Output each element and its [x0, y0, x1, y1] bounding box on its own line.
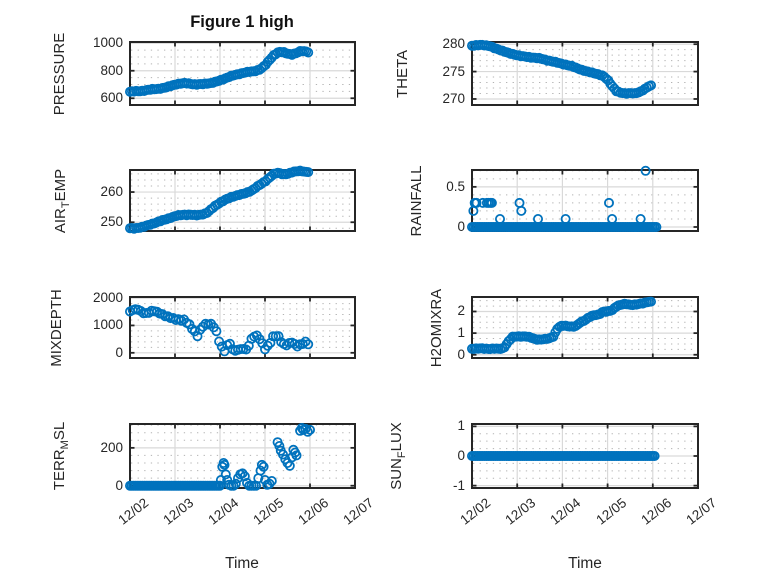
major-grid-mixdepth [130, 297, 355, 358]
figure-title: Figure 1 high [190, 13, 294, 31]
minor-grid-air-temp [131, 173, 354, 229]
y-tick-label-theta: 275 [442, 63, 465, 79]
series-markers-sun-flux [466, 450, 660, 461]
y-tick-label-mixdepth: 2000 [92, 290, 123, 306]
y-tick-label-sun-flux: 1 [457, 418, 465, 434]
axes-box-rainfall [471, 169, 699, 232]
axes-box-mixdepth [129, 296, 356, 359]
minor-grid-theta [473, 49, 697, 105]
ylabel-sun-flux: SUNFLUX [388, 422, 408, 490]
series-markers-air-temp [125, 165, 314, 234]
minor-grid-terr-msl [131, 424, 354, 479]
ylabel-terr-msl: TERRMSL [51, 421, 71, 491]
series-markers-h2omixra [466, 296, 657, 355]
y-tick-label-mixdepth: 1000 [92, 317, 123, 333]
series-markers-mixdepth [125, 304, 314, 357]
y-tick-label-air-temp: 250 [100, 214, 123, 230]
major-grid-rainfall [472, 170, 698, 231]
series-markers-pressure [125, 46, 314, 97]
axes-box-pressure [129, 41, 356, 106]
y-tick-label-mixdepth: 0 [115, 344, 123, 360]
y-tick-label-pressure: 600 [100, 90, 123, 106]
y-tick-label-sun-flux: -1 [452, 477, 465, 493]
y-tick-label-h2omixra: 0 [457, 346, 465, 362]
y-tick-label-air-temp: 260 [100, 184, 123, 200]
ylabel-rainfall: RAINFALL [408, 165, 425, 236]
y-tick-label-terr-msl: 0 [115, 477, 123, 493]
y-tick-label-terr-msl: 200 [100, 439, 123, 455]
y-tick-label-sun-flux: 0 [457, 448, 465, 463]
minor-grid-pressure [131, 49, 354, 92]
series-markers-terr-msl [125, 422, 315, 491]
y-tick-label-rainfall: 0.5 [446, 178, 465, 194]
xaxis-label-right: Time [568, 555, 602, 572]
series-markers-theta [466, 39, 657, 99]
y-tick-label-h2omixra: 2 [457, 303, 465, 319]
series-markers-rainfall [466, 165, 662, 232]
xaxis-label-left: Time [225, 555, 259, 572]
y-tick-label-pressure: 1000 [92, 35, 123, 51]
minor-grid-mixdepth [131, 303, 354, 348]
y-tick-label-pressure: 800 [100, 62, 123, 78]
y-tick-label-rainfall: 0 [457, 218, 465, 234]
y-tick-label-theta: 280 [442, 36, 465, 52]
y-tick-label-theta: 270 [442, 90, 465, 106]
minor-grid-rainfall [473, 170, 697, 220]
y-tick-label-h2omixra: 1 [457, 325, 465, 341]
